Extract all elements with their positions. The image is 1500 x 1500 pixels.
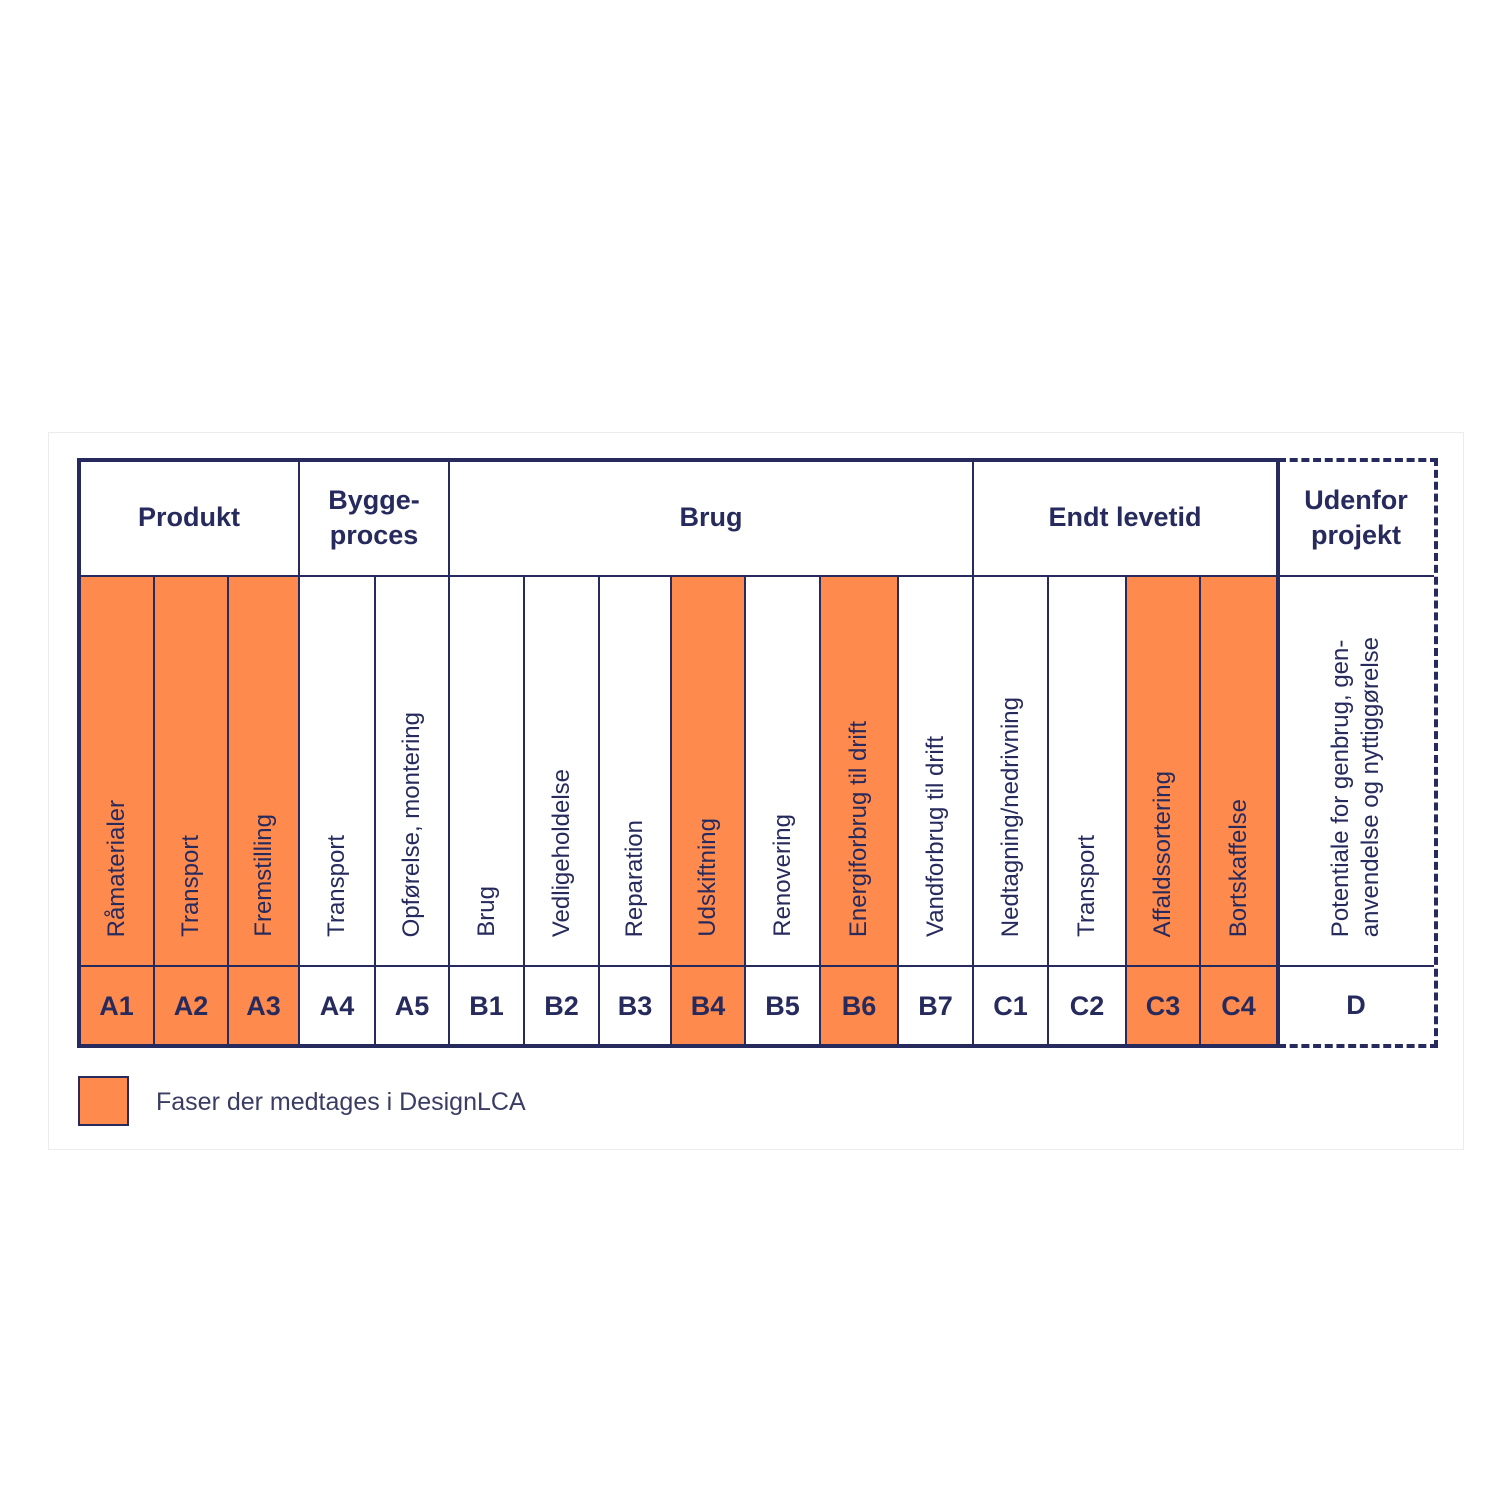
group-header-outside-project: Udenfor projekt [1278, 461, 1434, 577]
phase-label-c1: Nedtagning/nedrivning [974, 577, 1049, 967]
phase-code-c2: C2 [1049, 967, 1127, 1046]
phase-code-b2: B2 [525, 967, 600, 1046]
outside-project-dashed-frame [1278, 458, 1438, 1048]
phase-label-b2: Vedligeholdelse [525, 577, 600, 967]
phase-code-b7: B7 [899, 967, 974, 1046]
phase-code-d: D [1346, 990, 1366, 1020]
phase-code-c4: C4 [1201, 967, 1278, 1046]
phase-label-c3: Affaldssortering [1127, 577, 1201, 967]
phase-label-text: Potentiale for genbrug, gen- anvendelse … [1327, 636, 1384, 937]
phase-label-c4: Bortskaffelse [1201, 577, 1278, 967]
phase-code-b6: B6 [821, 967, 899, 1046]
phase-label-d: Potentiale for genbrug, gen- anvendelse … [1278, 577, 1434, 967]
phase-code-b1: B1 [450, 967, 525, 1046]
phase-label-c2: Transport [1049, 577, 1127, 967]
phase-code-a4: A4 [300, 967, 376, 1046]
phase-label-a3: Fremstilling [229, 577, 300, 967]
phase-code-b4: B4 [672, 967, 746, 1046]
phase-label-b7: Vandforbrug til drift [899, 577, 974, 967]
phase-code-a2: A2 [155, 967, 229, 1046]
phase-code-a1: A1 [80, 967, 155, 1046]
phase-label-a4: Transport [300, 577, 376, 967]
phase-code-b5: B5 [746, 967, 821, 1046]
legend-swatch-included [78, 1076, 129, 1126]
phase-label-a5: Opførelse, montering [376, 577, 450, 967]
legend-label: Faser der medtages i DesignLCA [156, 1088, 526, 1116]
phase-label-b3: Reparation [600, 577, 672, 967]
group-header-3: Endt levetid [974, 461, 1278, 577]
phase-label-b5: Renovering [746, 577, 821, 967]
phase-code-c3: C3 [1127, 967, 1201, 1046]
group-header-1: Bygge- proces [300, 461, 450, 577]
phase-label-b1: Brug [450, 577, 525, 967]
phase-code-c1: C1 [974, 967, 1049, 1046]
phase-code-a3: A3 [229, 967, 300, 1046]
phase-label-a2: Transport [155, 577, 229, 967]
group-header-2: Brug [450, 461, 974, 577]
group-header-0: Produkt [80, 461, 300, 577]
phase-label-b6: Energiforbrug til drift [821, 577, 899, 967]
phase-code-b3: B3 [600, 967, 672, 1046]
phase-label-b4: Udskiftning [672, 577, 746, 967]
life-cycle-table-frame [77, 458, 1280, 1048]
phase-label-a1: Råmaterialer [80, 577, 155, 967]
phase-code-a5: A5 [376, 967, 450, 1046]
